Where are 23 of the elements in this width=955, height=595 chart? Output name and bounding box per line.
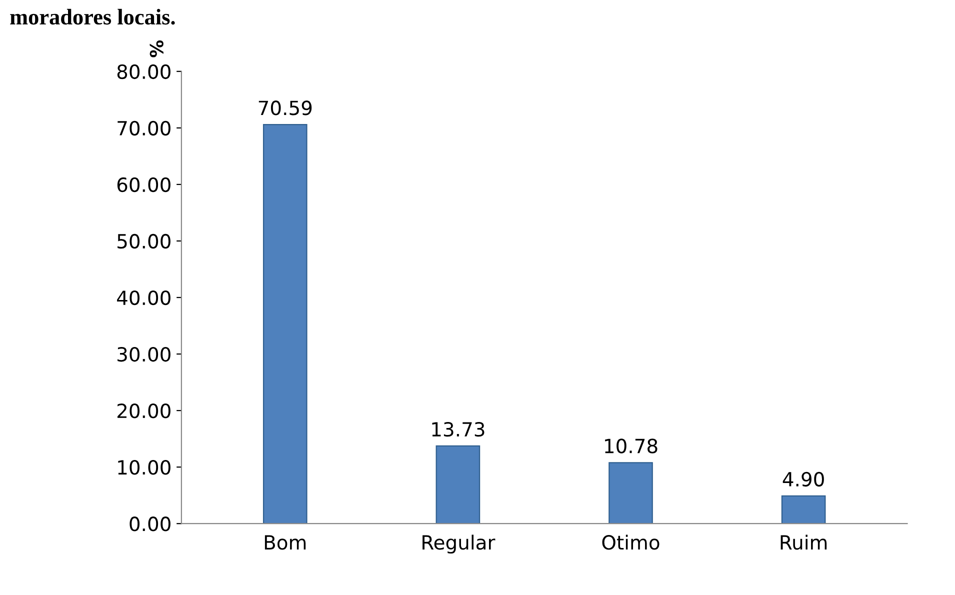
x-tick-label: Ruim [780,534,827,550]
y-tick-label: 30.00 [118,346,170,362]
y-tick-label: 10.00 [118,460,170,475]
y-tick-label: 20.00 [117,404,170,418]
y-tick-label: 60.00 [117,177,170,192]
y-tick-label: 50.00 [118,234,170,249]
y-tick-label: 0.00 [130,516,170,532]
x-tick-label: Bom [264,535,306,550]
data-label: 70.59 [258,100,312,116]
bar [262,124,308,524]
y-axis-title: % [150,40,164,58]
bar [608,462,653,524]
chart-title: moradores locais. [10,8,175,25]
x-tick-label: Otimo [602,534,660,550]
x-tick-label: Regular [422,534,496,554]
y-tick-label: 80.00 [117,64,170,80]
y-tick-label: 40.00 [117,290,170,306]
data-label: 10.78 [605,438,658,454]
data-label: 13.73 [432,422,484,437]
y-tick-label: 70.00 [118,120,170,136]
bar [781,495,826,524]
bar [436,445,480,524]
data-label: 4.90 [782,472,824,487]
